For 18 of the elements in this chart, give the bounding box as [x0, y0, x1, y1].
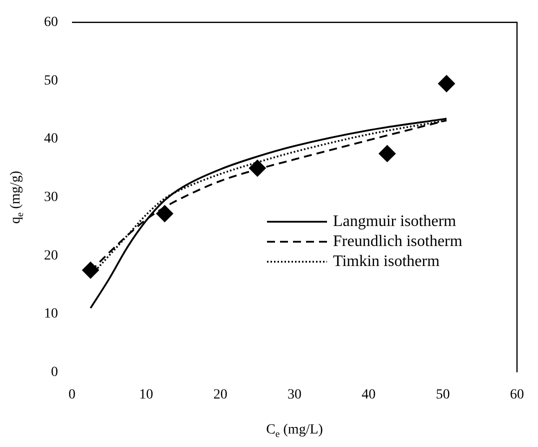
y-tick-label: 30: [44, 190, 58, 205]
x-tick-label: 30: [288, 387, 302, 402]
y-tick-label: 10: [44, 306, 58, 322]
y-tick-label: 40: [44, 132, 58, 147]
y-axis-title: qe (mg/g): [8, 170, 26, 224]
x-tick-label: 10: [139, 387, 154, 402]
y-tick-label: 0: [51, 364, 58, 380]
y-tick-label: 50: [44, 73, 58, 88]
y-tick-label: 60: [44, 15, 58, 30]
x-tick-label: 20: [213, 387, 228, 402]
y-tick-label: 20: [44, 248, 58, 264]
legend-label: Freundlich isotherm: [333, 232, 463, 250]
x-tick-label: 40: [362, 387, 376, 402]
x-tick-label: 0: [68, 387, 76, 402]
legend-label: Langmuir isotherm: [333, 212, 457, 230]
x-tick-label: 60: [510, 387, 524, 402]
legend-label: Timkin isotherm: [333, 252, 440, 270]
x-tick-label: 50: [436, 387, 450, 402]
